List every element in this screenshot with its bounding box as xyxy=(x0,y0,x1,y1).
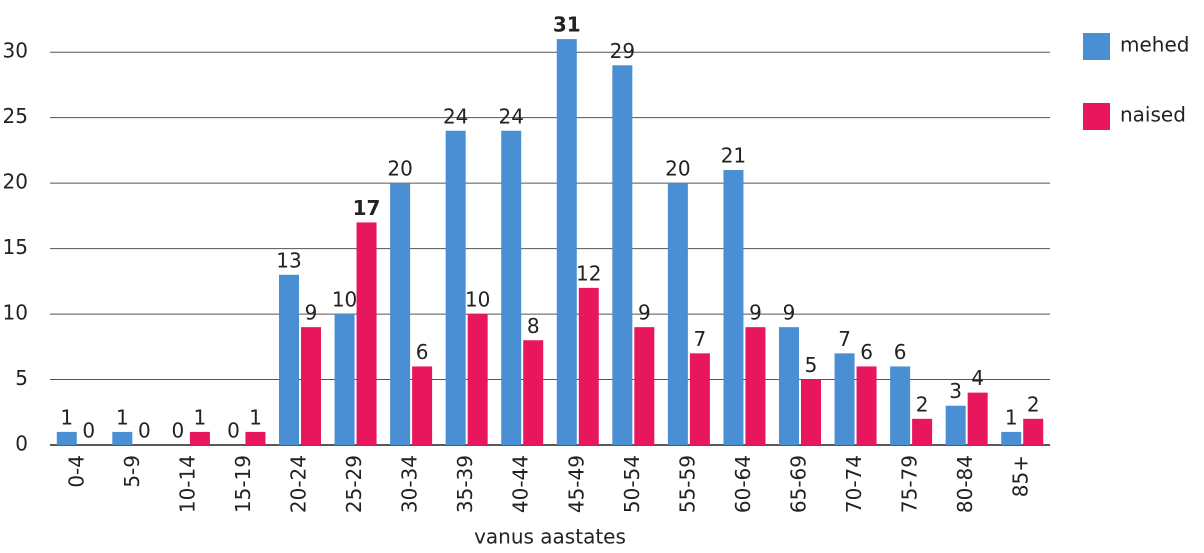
bar xyxy=(689,353,710,445)
value-label: 12 xyxy=(576,261,601,285)
y-tick-label: 0 xyxy=(15,432,28,456)
legend-swatch xyxy=(1083,33,1110,60)
bar xyxy=(412,366,433,445)
value-label: 13 xyxy=(276,248,301,272)
x-tick-label: 0-4 xyxy=(64,455,88,488)
x-tick-label: 30-34 xyxy=(398,455,422,513)
value-label: 4 xyxy=(971,366,984,390)
value-label: 0 xyxy=(82,419,95,443)
bar xyxy=(612,65,633,445)
bar xyxy=(356,222,377,445)
x-tick-label: 35-39 xyxy=(453,455,477,513)
value-label: 21 xyxy=(721,144,746,168)
bar xyxy=(279,274,299,445)
x-tick-label: 85+ xyxy=(1009,455,1033,497)
bar xyxy=(334,314,355,445)
value-label: 3 xyxy=(949,379,962,403)
bar xyxy=(779,327,799,445)
value-label: 2 xyxy=(916,392,929,416)
value-label: 6 xyxy=(894,340,907,364)
value-label: 8 xyxy=(527,314,540,338)
x-tick-label: 65-69 xyxy=(787,455,811,513)
value-label: 1 xyxy=(60,405,73,429)
value-label: 2 xyxy=(1027,392,1040,416)
value-label: 6 xyxy=(860,340,873,364)
bar xyxy=(834,353,855,445)
value-label: 29 xyxy=(610,39,635,63)
value-label: 20 xyxy=(387,157,412,181)
value-label: 24 xyxy=(443,104,468,128)
bar xyxy=(467,314,488,445)
bar xyxy=(634,327,655,445)
value-label: 9 xyxy=(749,301,762,325)
bar xyxy=(56,431,77,445)
legend-swatch xyxy=(1083,103,1110,130)
bar xyxy=(945,405,966,445)
bar xyxy=(912,418,933,445)
legend-label: mehed xyxy=(1120,33,1189,57)
y-tick-label: 10 xyxy=(3,301,28,325)
bar xyxy=(745,327,766,445)
bar xyxy=(1001,431,1022,445)
x-tick-label: 10-14 xyxy=(175,455,199,513)
x-tick-label: 15-19 xyxy=(231,455,255,513)
x-tick-label: 60-64 xyxy=(731,455,755,513)
bar xyxy=(723,170,744,445)
value-label: 5 xyxy=(805,353,818,377)
value-label: 10 xyxy=(332,288,357,312)
bar xyxy=(667,183,688,445)
x-tick-label: 50-54 xyxy=(620,455,644,513)
x-tick-label: 25-29 xyxy=(342,455,366,513)
bar xyxy=(112,431,133,445)
value-label: 17 xyxy=(353,196,381,220)
bar xyxy=(556,39,577,445)
x-tick-label: 20-24 xyxy=(287,455,311,513)
legend-label: naised xyxy=(1120,103,1186,127)
x-tick-label: 45-49 xyxy=(564,455,588,513)
value-label: 0 xyxy=(138,419,151,443)
value-label: 1 xyxy=(194,405,207,429)
x-tick-label: 75-79 xyxy=(898,455,922,513)
bar xyxy=(1023,418,1044,445)
value-label: 0 xyxy=(227,419,240,443)
bar xyxy=(245,431,266,445)
x-tick-label: 70-74 xyxy=(842,455,866,513)
value-label: 9 xyxy=(305,301,318,325)
y-tick-label: 5 xyxy=(15,366,28,390)
value-label: 1 xyxy=(1005,405,1018,429)
value-label: 7 xyxy=(838,327,851,351)
bar xyxy=(301,327,321,445)
value-label: 10 xyxy=(465,288,490,312)
value-label: 9 xyxy=(638,301,651,325)
value-label: 6 xyxy=(416,340,429,364)
value-label: 9 xyxy=(783,301,796,325)
bar xyxy=(390,183,411,445)
y-tick-label: 25 xyxy=(3,104,28,128)
bar xyxy=(501,130,522,445)
value-label: 7 xyxy=(694,327,707,351)
bar xyxy=(445,130,466,445)
value-label: 20 xyxy=(665,157,690,181)
x-tick-label: 80-84 xyxy=(953,455,977,513)
bar xyxy=(189,431,210,445)
value-label: 24 xyxy=(498,104,523,128)
y-tick-label: 20 xyxy=(3,170,28,194)
bar xyxy=(890,366,911,445)
value-label: 31 xyxy=(553,13,581,37)
x-tick-label: 40-44 xyxy=(509,455,533,513)
bar xyxy=(801,379,821,445)
bar xyxy=(578,287,599,445)
y-tick-label: 15 xyxy=(3,235,28,259)
x-tick-label: 55-59 xyxy=(675,455,699,513)
bar xyxy=(856,366,877,445)
value-label: 0 xyxy=(172,419,185,443)
value-label: 1 xyxy=(249,405,262,429)
bar xyxy=(967,392,988,445)
y-tick-label: 30 xyxy=(3,39,28,63)
x-axis-label: vanus aastates xyxy=(474,525,626,549)
x-tick-label: 5-9 xyxy=(120,455,144,488)
bar xyxy=(523,340,544,445)
value-label: 1 xyxy=(116,405,129,429)
